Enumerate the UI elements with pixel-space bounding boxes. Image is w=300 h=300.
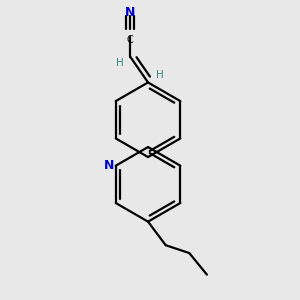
Text: N: N bbox=[125, 6, 136, 19]
Text: H: H bbox=[156, 70, 164, 80]
Text: H: H bbox=[116, 58, 123, 68]
Text: C: C bbox=[127, 35, 134, 45]
Text: N: N bbox=[104, 159, 114, 172]
